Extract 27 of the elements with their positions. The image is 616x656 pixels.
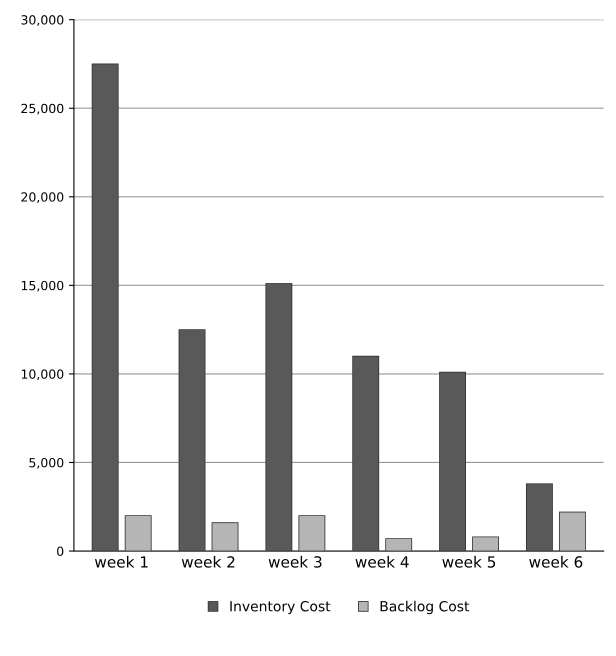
y-tick-label: 10,000 [22,369,64,380]
bar [558,512,586,552]
y-tick-label: 0 [57,546,64,556]
bar [212,522,238,552]
bar [124,515,152,552]
bar [472,536,500,552]
bar [92,64,119,552]
x-tick-label: week 2 [182,556,234,568]
x-tick-label: week 6 [529,556,582,568]
bar [265,283,292,552]
x-tick-label: week 3 [268,556,322,568]
y-tick-label: 5,000 [29,458,64,469]
legend-label: Backlog Cost [380,600,470,614]
y-tick-label: 25,000 [21,104,64,114]
bar [298,515,326,552]
y-tick-label: 30,000 [21,15,64,26]
legend-label: Inventory Cost [230,600,330,614]
bar [352,356,380,552]
bar [178,329,206,552]
bar [526,483,553,552]
x-tick-label: week 5 [442,556,496,568]
bar [385,538,412,552]
x-tick-label: week 4 [356,556,409,568]
x-tick-label: week 1 [94,556,148,568]
y-tick-label: 15,000 [22,280,64,292]
bar [439,372,466,552]
y-tick-label: 20,000 [21,192,64,203]
